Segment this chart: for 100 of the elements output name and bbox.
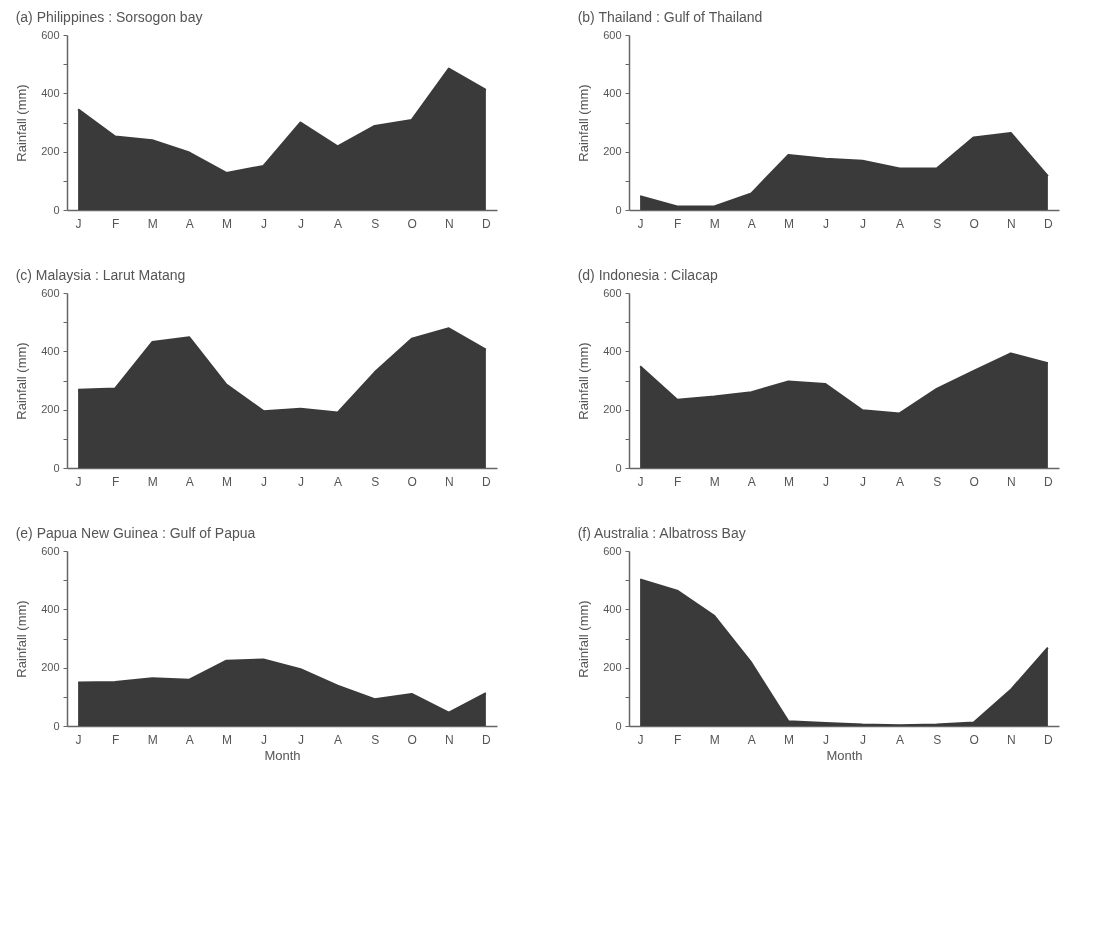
x-tick-label: N — [444, 732, 454, 747]
x-tick-label: J — [822, 216, 829, 231]
x-tick-label: O — [407, 732, 417, 747]
y-tick-label: 400 — [41, 344, 60, 357]
y-axis-title: Rainfall (mm) — [576, 600, 592, 678]
x-tick-label: A — [747, 732, 756, 747]
x-tick-label: J — [860, 474, 867, 489]
x-tick-label: D — [482, 216, 492, 231]
x-tick-label: N — [444, 474, 454, 489]
chart-title: (f) Australia : Albatross Bay — [577, 525, 746, 541]
y-tick-label: 400 — [41, 86, 60, 99]
x-tick-label: J — [637, 216, 644, 231]
x-tick-label: D — [1044, 216, 1054, 231]
x-tick-label: M — [783, 216, 794, 231]
x-tick-label: M — [709, 732, 720, 747]
x-tick-label: S — [371, 474, 380, 489]
y-tick-label: 0 — [53, 719, 60, 732]
x-tick-label: J — [822, 474, 829, 489]
y-tick-label: 200 — [41, 403, 60, 416]
x-tick-label: A — [185, 474, 194, 489]
y-tick-label: 600 — [603, 286, 622, 299]
y-tick-label: 200 — [41, 661, 60, 674]
y-tick-label: 600 — [41, 286, 60, 299]
x-tick-label: O — [407, 216, 417, 231]
x-tick-label: M — [147, 732, 158, 747]
chart-title: (a) Philippines : Sorsogon bay — [15, 9, 203, 25]
x-tick-label: D — [1044, 474, 1054, 489]
x-tick-label: N — [1006, 732, 1016, 747]
y-axis-title: Rainfall (mm) — [576, 342, 592, 420]
x-tick-label: D — [1044, 732, 1054, 747]
x-tick-label: J — [637, 474, 644, 489]
x-tick-label: A — [185, 216, 194, 231]
x-tick-label: J — [260, 216, 267, 231]
x-tick-label: N — [444, 216, 454, 231]
x-tick-label: A — [334, 732, 343, 747]
x-tick-label: J — [860, 732, 867, 747]
x-tick-label: M — [783, 732, 794, 747]
chart-title: (d) Indonesia : Cilacap — [577, 267, 718, 283]
x-tick-label: N — [1006, 474, 1016, 489]
x-tick-label: S — [371, 732, 380, 747]
x-tick-label: M — [783, 474, 794, 489]
x-tick-label: J — [260, 732, 267, 747]
x-tick-label: J — [298, 732, 305, 747]
x-tick-label: O — [407, 474, 417, 489]
y-tick-label: 400 — [603, 86, 622, 99]
x-tick-label: J — [75, 732, 82, 747]
x-tick-label: D — [482, 474, 492, 489]
x-tick-label: A — [747, 216, 756, 231]
x-tick-label: F — [674, 732, 682, 747]
chart-title: (c) Malaysia : Larut Matang — [15, 267, 186, 283]
x-tick-label: M — [221, 732, 232, 747]
x-tick-label: F — [112, 732, 120, 747]
y-tick-label: 0 — [53, 461, 60, 474]
y-tick-label: 600 — [603, 544, 622, 557]
x-tick-label: J — [822, 732, 829, 747]
y-tick-label: 200 — [603, 145, 622, 158]
x-tick-label: S — [933, 474, 942, 489]
y-tick-label: 600 — [41, 544, 60, 557]
x-tick-label: F — [674, 216, 682, 231]
x-tick-label: J — [860, 216, 867, 231]
x-tick-label: O — [969, 474, 979, 489]
x-tick-label: A — [896, 732, 905, 747]
x-tick-label: A — [896, 474, 905, 489]
y-tick-label: 0 — [53, 203, 60, 216]
y-tick-label: 0 — [615, 461, 622, 474]
x-tick-label: S — [933, 216, 942, 231]
x-tick-label: J — [260, 474, 267, 489]
x-axis-title: Month — [264, 747, 301, 763]
x-tick-label: M — [147, 474, 158, 489]
y-axis-title: Rainfall (mm) — [14, 84, 30, 162]
x-tick-label: J — [75, 216, 82, 231]
y-tick-label: 600 — [41, 28, 60, 41]
x-tick-label: A — [334, 474, 343, 489]
y-tick-label: 400 — [41, 602, 60, 615]
x-tick-label: M — [709, 474, 720, 489]
x-tick-label: M — [147, 216, 158, 231]
y-tick-label: 400 — [603, 602, 622, 615]
y-tick-label: 0 — [615, 719, 622, 732]
x-tick-label: S — [371, 216, 380, 231]
x-tick-label: S — [933, 732, 942, 747]
y-axis-title: Rainfall (mm) — [14, 600, 30, 678]
x-tick-label: J — [637, 732, 644, 747]
x-tick-label: J — [75, 474, 82, 489]
x-tick-label: N — [1006, 216, 1016, 231]
x-tick-label: M — [709, 216, 720, 231]
chart-title: (e) Papua New Guinea : Gulf of Papua — [15, 525, 256, 541]
x-axis-title: Month — [826, 747, 863, 763]
x-tick-label: A — [747, 474, 756, 489]
x-tick-label: M — [221, 216, 232, 231]
x-tick-label: M — [221, 474, 232, 489]
x-tick-label: A — [334, 216, 343, 231]
chart-title: (b) Thailand : Gulf of Thailand — [577, 9, 763, 25]
x-tick-label: F — [112, 474, 120, 489]
x-tick-label: J — [298, 474, 305, 489]
y-tick-label: 200 — [603, 403, 622, 416]
y-tick-label: 600 — [603, 28, 622, 41]
x-tick-label: J — [298, 216, 305, 231]
x-tick-label: D — [482, 732, 492, 747]
y-tick-label: 0 — [615, 203, 622, 216]
y-tick-label: 200 — [41, 145, 60, 158]
